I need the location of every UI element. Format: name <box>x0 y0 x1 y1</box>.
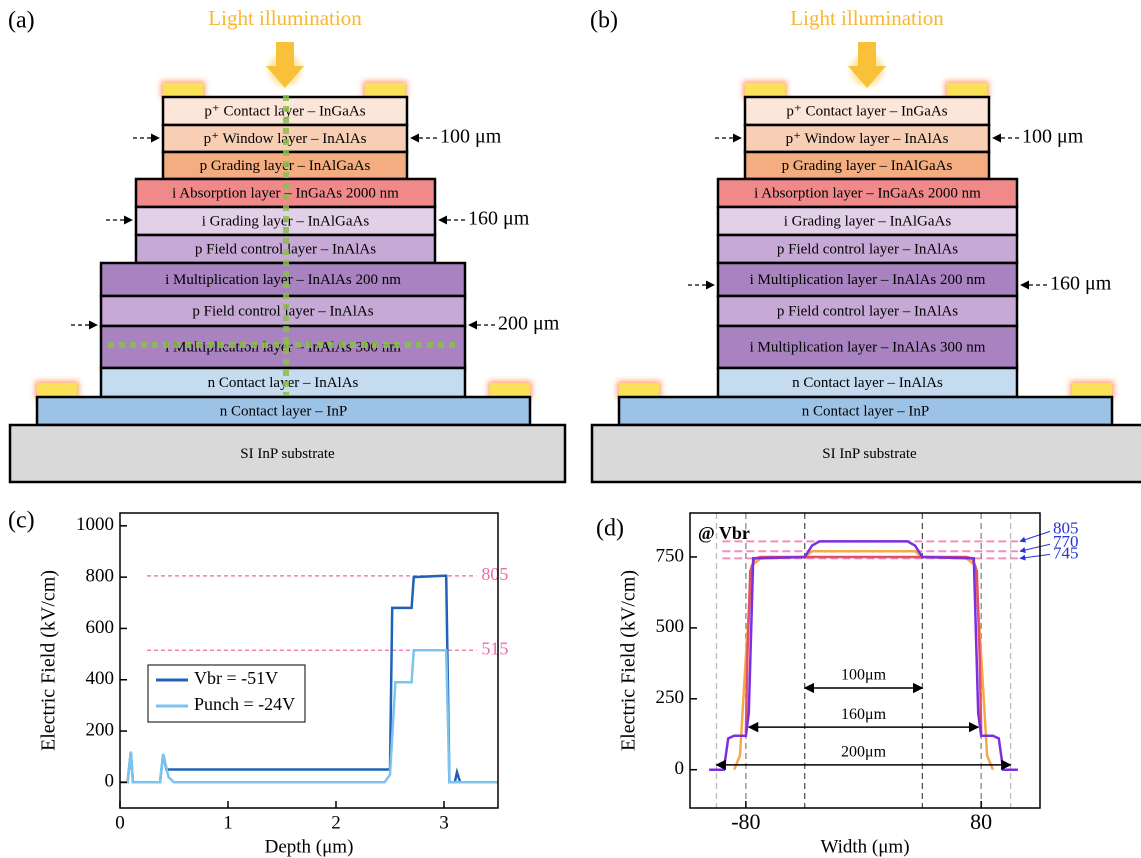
layer-label: n Contact layer – InP <box>802 403 929 419</box>
panel-label: (c) <box>8 508 35 534</box>
dimension-label: 100 μm <box>1022 126 1084 148</box>
layer-label: SI InP substrate <box>240 446 335 462</box>
label-arrow <box>1020 554 1050 558</box>
reference-label: 805 <box>481 564 508 584</box>
dimension-label: 100 μm <box>440 126 502 148</box>
reference-label: 745 <box>1053 543 1079 562</box>
span-label: 160μm <box>841 706 887 723</box>
label-arrow <box>1020 531 1050 541</box>
electrode <box>365 83 405 97</box>
x-tick-label: 3 <box>439 812 449 833</box>
y-axis-label: Electric Field (kV/cm) <box>618 570 640 751</box>
illumination-label: Light illumination <box>208 6 362 30</box>
y-tick-label: 400 <box>86 668 115 689</box>
x-axis-label: Depth (μm) <box>265 836 354 857</box>
label-arrow <box>1020 544 1050 551</box>
dimension-label: 200 μm <box>498 313 560 335</box>
panel-label: (d) <box>596 516 624 542</box>
y-tick-label: 500 <box>656 616 685 637</box>
x-tick-label: 80 <box>970 809 992 834</box>
layer-label: p Field control layer – InAlAs <box>777 303 958 319</box>
layer-label: p⁺ Window layer – InAlAs <box>786 131 949 147</box>
layer-label: i Multiplication layer – InAlAs 300 nm <box>750 339 986 355</box>
legend-label: Vbr = -51V <box>194 668 278 688</box>
annotation: @ Vbr <box>698 523 750 543</box>
dimension-label: 160 μm <box>1050 273 1112 295</box>
y-tick-label: 250 <box>656 687 685 708</box>
series-line <box>734 551 993 769</box>
figure: (a) Light illumination p⁺ Contact layer – … <box>0 0 1141 858</box>
y-tick-label: 600 <box>86 617 115 638</box>
panel-label: (a) <box>8 8 35 34</box>
series-line <box>709 541 1018 769</box>
layer-label: SI InP substrate <box>822 446 917 462</box>
x-tick-label: -80 <box>731 809 760 834</box>
y-tick-label: 0 <box>675 758 685 779</box>
y-tick-label: 800 <box>86 565 115 586</box>
x-tick-label: 0 <box>115 812 125 833</box>
layer-label: p Field control layer – InAlAs <box>777 241 958 257</box>
layer-label: n Contact layer – InAlAs <box>792 375 943 391</box>
electrode <box>619 383 659 397</box>
dimension-label: 160 μm <box>468 208 530 230</box>
layer-label: i Grading layer – InAlGaAs <box>784 213 952 229</box>
span-label: 100μm <box>841 667 887 684</box>
y-axis-label: Electric Field (kV/cm) <box>38 570 60 751</box>
layer-label: i Multiplication layer – InAlAs 200 nm <box>750 272 986 288</box>
y-tick-label: 750 <box>656 545 685 566</box>
electrode <box>163 83 203 97</box>
plot-frame <box>120 513 498 808</box>
electrode <box>947 83 987 97</box>
panel-label: (b) <box>590 8 618 34</box>
layer-label: p Grading layer – InAlGaAs <box>782 158 953 174</box>
electrode <box>745 83 785 97</box>
layer-label: i Absorption layer – InGaAs 2000 nm <box>754 185 981 201</box>
x-axis-label: Width (μm) <box>820 836 909 857</box>
layer-label: p⁺ Contact layer – InGaAs <box>786 103 947 119</box>
span-label: 200μm <box>841 744 887 761</box>
reference-label: 515 <box>481 638 508 658</box>
y-tick-label: 200 <box>86 719 115 740</box>
layer-label: n Contact layer – InP <box>220 403 347 419</box>
x-tick-label: 2 <box>331 812 341 833</box>
y-tick-label: 1000 <box>76 514 114 535</box>
illumination-label: Light illumination <box>790 6 944 30</box>
x-tick-label: 1 <box>223 812 233 833</box>
electrode <box>490 383 530 397</box>
electrode <box>37 383 77 397</box>
legend-label: Punch = -24V <box>194 694 295 714</box>
y-tick-label: 0 <box>105 771 115 792</box>
electrode <box>1072 383 1112 397</box>
